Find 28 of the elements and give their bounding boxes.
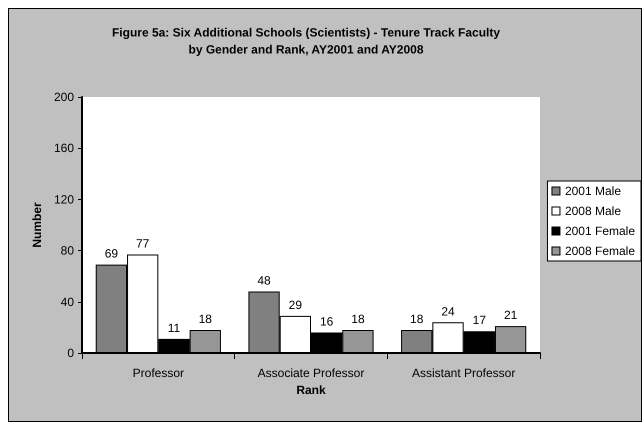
data-label: 18 bbox=[198, 312, 212, 326]
y-tick-label: 0 bbox=[67, 346, 74, 360]
x-tick-label: Assistant Professor bbox=[412, 366, 516, 380]
data-label: 24 bbox=[441, 304, 456, 318]
data-label: 11 bbox=[168, 320, 181, 335]
data-label: 69 bbox=[104, 246, 118, 261]
y-tick-label: 80 bbox=[60, 244, 74, 258]
data-label: 29 bbox=[288, 298, 302, 312]
legend-label: 2001 Male bbox=[564, 184, 622, 198]
data-label: 16 bbox=[320, 314, 334, 329]
x-tick-label: Professor bbox=[132, 366, 184, 380]
y-tick-label: 120 bbox=[54, 192, 74, 206]
legend-label: 2001 Female bbox=[564, 224, 636, 238]
legend-label: 2008 Female bbox=[564, 244, 636, 258]
legend-label: 2008 Male bbox=[564, 204, 622, 218]
data-label: 18 bbox=[351, 312, 365, 326]
chart-title: Figure 5a: Six Additional Schools (Scientists) - Tenure Track Faculty by Gender and Rank, AY2001 and AY2008 bbox=[112, 26, 500, 56]
x-tick-label: Associate Professor bbox=[258, 366, 364, 380]
data-label: 21 bbox=[504, 308, 518, 322]
data-label: 17 bbox=[472, 313, 486, 328]
data-label: 48 bbox=[257, 274, 272, 288]
data-label: 18 bbox=[410, 312, 424, 326]
y-axis-title: Number bbox=[30, 202, 44, 248]
data-label: 77 bbox=[136, 236, 150, 250]
y-tick-label: 200 bbox=[54, 90, 74, 104]
y-tick-label: 160 bbox=[54, 141, 74, 156]
x-axis-title: Rank bbox=[296, 382, 326, 397]
y-tick-label: 40 bbox=[60, 294, 74, 309]
